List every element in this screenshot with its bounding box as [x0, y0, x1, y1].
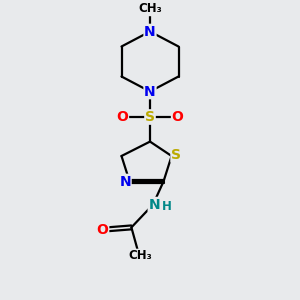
Text: O: O [116, 110, 128, 124]
Text: CH₃: CH₃ [128, 249, 152, 262]
Text: N: N [119, 175, 131, 188]
Text: CH₃: CH₃ [138, 2, 162, 16]
Text: O: O [172, 110, 184, 124]
Text: S: S [145, 110, 155, 124]
Text: N: N [144, 85, 156, 98]
Text: S: S [171, 148, 181, 162]
Text: H: H [162, 200, 172, 213]
Text: N: N [148, 198, 160, 212]
Text: N: N [144, 25, 156, 38]
Text: O: O [97, 223, 109, 236]
